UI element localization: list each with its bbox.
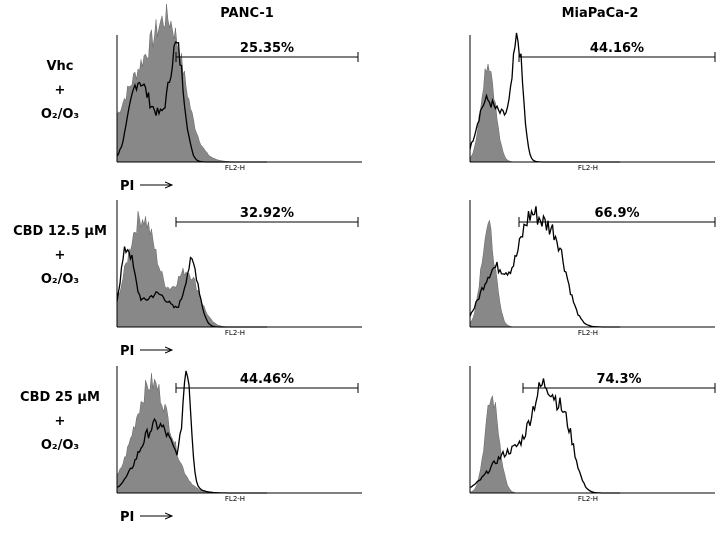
- channel-label: FL2-H: [578, 164, 598, 172]
- channel-label: FL2-H: [225, 164, 245, 172]
- row-label: O₂/O₃: [41, 272, 79, 287]
- row-label: O₂/O₃: [41, 438, 79, 453]
- column-title: PANC-1: [220, 6, 274, 21]
- row-label: Vhc: [46, 59, 73, 74]
- row-label: CBD 12.5 µM: [13, 224, 107, 239]
- negative-histogram: [116, 211, 267, 328]
- channel-label: FL2-H: [225, 329, 245, 337]
- row-label: O₂/O₃: [41, 107, 79, 122]
- axis-label: PI: [120, 344, 134, 359]
- row-label: +: [55, 414, 66, 429]
- gate-percent: 66.9%: [594, 206, 639, 221]
- column-title: MiaPaCa-2: [562, 6, 639, 21]
- negative-histogram: [469, 63, 620, 163]
- channel-label: FL2-H: [225, 495, 245, 503]
- axis-label: PI: [120, 510, 134, 525]
- negative-histogram: [469, 394, 620, 494]
- negative-histogram: [469, 219, 620, 328]
- gate-percent: 25.35%: [240, 41, 294, 56]
- gate-percent: 44.16%: [590, 41, 644, 56]
- axis-label: PI: [120, 179, 134, 194]
- gate-percent: 32.92%: [240, 206, 294, 221]
- row-label: +: [55, 83, 66, 98]
- row-label: CBD 25 µM: [20, 390, 100, 405]
- channel-label: FL2-H: [578, 495, 598, 503]
- gate-percent: 74.3%: [596, 372, 641, 387]
- channel-label: FL2-H: [578, 329, 598, 337]
- row-label: +: [55, 248, 66, 263]
- gate-percent: 44.46%: [240, 372, 294, 387]
